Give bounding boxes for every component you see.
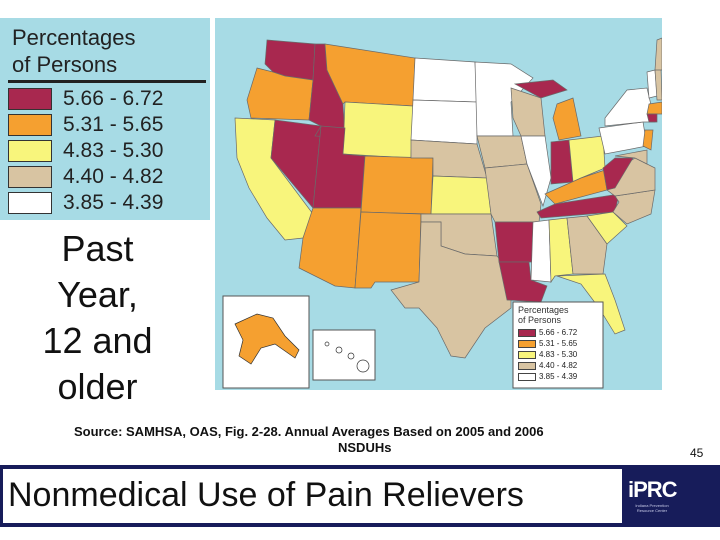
map-legend-item: 4.83 - 5.30 <box>518 350 598 360</box>
legend-item: 3.85 - 4.39 <box>8 191 208 217</box>
map-legend-label: 4.40 - 4.82 <box>539 361 578 370</box>
state-mississippi <box>530 219 552 283</box>
state-hawaii-island <box>347 352 355 360</box>
hawaii-inset <box>312 329 376 381</box>
state-new-york <box>604 87 656 127</box>
legend-label: 5.66 - 6.72 <box>63 87 164 110</box>
legend-title-line2: of Persons <box>12 52 118 77</box>
caption-line: 12 and <box>42 320 153 361</box>
map-legend-swatch <box>518 373 536 381</box>
state-hawaii-island <box>324 341 330 347</box>
state-louisiana <box>498 261 548 303</box>
logo-subtext: Indiana Prevention Resource Center <box>635 503 669 513</box>
state-hawaii-island <box>356 359 370 373</box>
state-illinois <box>520 135 552 208</box>
legend-label: 3.85 - 4.39 <box>63 191 164 214</box>
legend-swatch <box>8 192 52 214</box>
state-michigan <box>552 97 582 141</box>
state-south-carolina <box>586 211 628 245</box>
legend-swatch <box>8 166 52 188</box>
state-south-dakota <box>410 99 478 145</box>
map-legend-swatch <box>518 351 536 359</box>
caption: Past Year, 12 and older <box>10 226 185 410</box>
legend-title: Percentages of Persons <box>12 24 202 78</box>
state-colorado <box>360 155 434 215</box>
map-legend: Percentages of Persons 5.66 - 6.72 5.31 -… <box>515 304 597 392</box>
map-legend-label: 5.66 - 6.72 <box>539 328 578 337</box>
map-legend-item: 5.66 - 6.72 <box>518 328 598 338</box>
state-texas <box>390 221 512 359</box>
legend-item: 4.40 - 4.82 <box>8 165 208 191</box>
map-legend-title-line2: of Persons <box>518 315 562 325</box>
legend-item: 4.83 - 5.30 <box>8 139 208 165</box>
state-maryland <box>614 149 648 165</box>
map-legend-item: 5.31 - 5.65 <box>518 339 598 349</box>
state-new-jersey <box>642 129 654 151</box>
state-maine <box>654 37 662 71</box>
legend-item: 5.66 - 6.72 <box>8 87 208 113</box>
caption-line: Year, <box>57 274 138 315</box>
state-alaska <box>234 313 300 365</box>
source-line1: Source: SAMHSA, OAS, Fig. 2-28. Annual A… <box>74 424 544 439</box>
legend-item: 5.31 - 5.65 <box>8 113 208 139</box>
legend-label: 4.83 - 5.30 <box>63 139 164 162</box>
state-iowa <box>476 135 528 169</box>
legend-swatch <box>8 114 52 136</box>
slide-title: Nonmedical Use of Pain Relievers <box>8 476 524 514</box>
legend-divider <box>8 80 206 83</box>
map-legend-label: 4.83 - 5.30 <box>539 350 578 359</box>
state-north-dakota <box>412 57 478 103</box>
iprc-logo: iPRC Indiana Prevention Resource Center <box>628 471 678 523</box>
state-west-virginia <box>602 157 634 191</box>
state-florida <box>556 273 626 335</box>
page-number: 45 <box>690 446 704 460</box>
legend-label: 5.31 - 5.65 <box>63 113 164 136</box>
us-states-map <box>222 37 662 389</box>
state-new-mexico <box>354 211 422 289</box>
state-wyoming <box>342 101 414 159</box>
state-michigan-upper <box>513 79 568 99</box>
map-legend-item: 4.40 - 4.82 <box>518 361 598 371</box>
state-connecticut <box>646 113 658 123</box>
legend-swatch <box>8 88 52 110</box>
legend-label: 4.40 - 4.82 <box>63 165 164 188</box>
caption-line: Past <box>61 228 134 269</box>
map-legend-title-line1: Percentages <box>518 305 569 315</box>
us-map <box>215 18 662 390</box>
state-massachusetts <box>646 101 662 115</box>
caption-line: older <box>57 366 138 407</box>
state-ohio <box>568 135 606 183</box>
map-legend-swatch <box>518 362 536 370</box>
legend-title-line1: Percentages <box>12 25 136 50</box>
state-tennessee <box>536 193 620 219</box>
state-hawaii-island <box>335 346 343 354</box>
title-box <box>3 469 622 523</box>
map-legend-swatch <box>518 340 536 348</box>
logo-text: iPRC <box>628 477 678 502</box>
map-legend-title: Percentages of Persons <box>518 305 569 325</box>
state-alabama <box>548 217 574 284</box>
map-legend-label: 5.31 - 5.65 <box>539 339 578 348</box>
source-line2: NSDUHs <box>338 440 392 455</box>
state-pennsylvania <box>598 121 648 155</box>
map-legend-swatch <box>518 329 536 337</box>
map-legend-label: 3.85 - 4.39 <box>539 372 578 381</box>
map-legend-item: 3.85 - 4.39 <box>518 372 598 382</box>
state-kansas <box>430 175 492 215</box>
legend-swatch <box>8 140 52 162</box>
legend-panel: Percentages of Persons 5.66 - 6.72 5.31 -… <box>0 18 210 220</box>
